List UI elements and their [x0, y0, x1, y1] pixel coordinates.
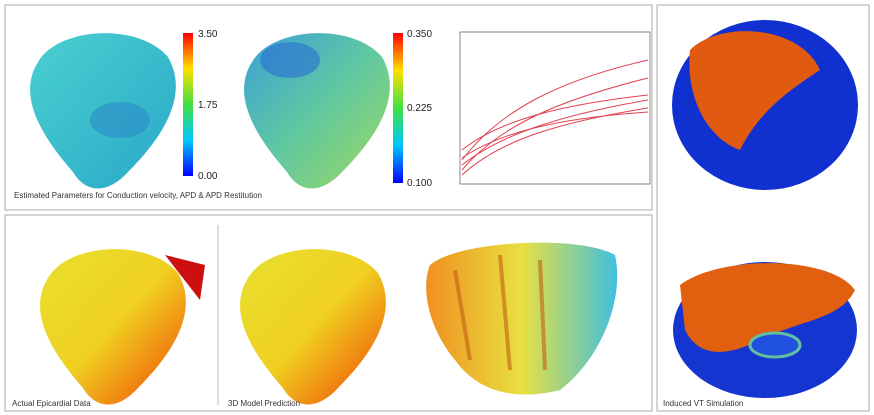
caption: Induced VT Simulation	[663, 399, 743, 408]
restitution-plot	[460, 32, 650, 184]
heart-cross-section	[426, 243, 617, 395]
caption: Actual Epicardial Data	[12, 399, 91, 408]
heart-model	[40, 249, 186, 404]
heart-model	[240, 249, 386, 404]
colorbar-label: 3.50	[198, 29, 218, 40]
caption: Estimated Parameters for Conduction velo…	[14, 191, 262, 200]
colorbar-label: 1.75	[198, 100, 218, 111]
colorbar-label: 0.225	[407, 103, 432, 114]
caption: 3D Model Prediction	[228, 399, 300, 408]
heart-region	[90, 102, 150, 138]
colorbar	[393, 33, 403, 183]
colorbar	[183, 33, 193, 176]
vt-region	[750, 333, 800, 357]
colorbar-label: 0.100	[407, 178, 432, 189]
heart-region	[260, 42, 320, 78]
colorbar-label: 0.00	[198, 171, 218, 182]
figure: 3.50 1.75 0.00 0.350 0.225 0.100 Estimat…	[0, 0, 874, 415]
colorbar-label: 0.350	[407, 29, 432, 40]
